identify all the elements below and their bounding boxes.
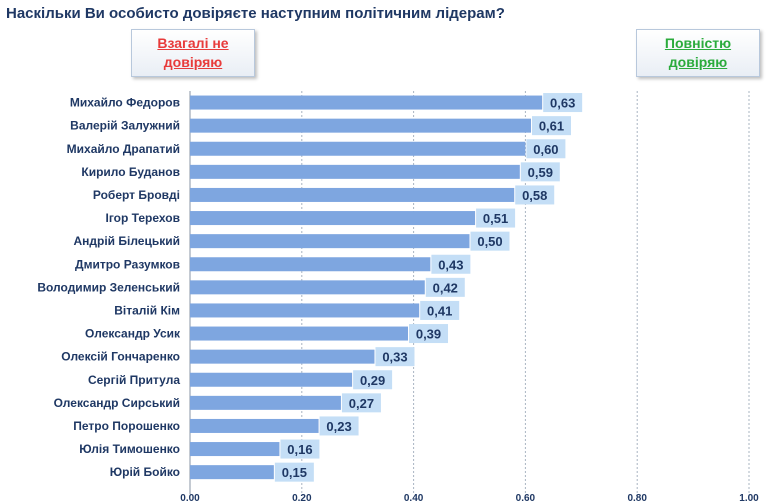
- value-label-bg: [319, 416, 359, 436]
- value-label-bg: [526, 139, 566, 159]
- x-tick-label: 0.40: [404, 493, 424, 503]
- bar: [190, 372, 353, 387]
- value-label: 0,39: [416, 327, 441, 342]
- legend-full-trust: Повністю довіряю: [636, 29, 760, 77]
- bar: [190, 211, 476, 226]
- legend-no-trust: Взагалі не довіряю: [131, 29, 255, 77]
- value-label-bg: [520, 162, 560, 182]
- bar: [190, 95, 543, 110]
- x-tick-label: 0.00: [180, 493, 200, 503]
- value-label-bg: [280, 439, 320, 459]
- value-label-bg: [409, 324, 449, 344]
- category-label: Дмитро Разумков: [75, 257, 180, 271]
- value-label-bg: [353, 370, 393, 390]
- category-label: Михайло Драпатий: [67, 142, 180, 156]
- bar: [190, 141, 526, 156]
- value-label: 0,42: [433, 280, 458, 295]
- value-label-bg: [515, 185, 555, 205]
- category-label: Роберт Бровді: [93, 188, 180, 202]
- bar: [190, 164, 520, 179]
- value-label: 0,50: [477, 234, 502, 249]
- category-label: Олексій Гончаренко: [61, 350, 180, 364]
- category-label: Валерій Залужний: [70, 119, 180, 133]
- value-label: 0,27: [349, 396, 374, 411]
- value-label-bg: [543, 93, 583, 113]
- bar: [190, 187, 515, 202]
- legend-full-trust-label: Повністю довіряю: [664, 35, 732, 70]
- value-label-bg: [470, 231, 510, 251]
- value-label: 0,61: [539, 119, 564, 134]
- bar: [190, 280, 425, 295]
- bar: [190, 234, 470, 249]
- value-label-bg: [476, 208, 516, 228]
- bar: [190, 442, 280, 457]
- value-label: 0,23: [326, 419, 351, 434]
- category-label: Олександр Усик: [85, 327, 181, 341]
- x-tick-label: 0.60: [516, 493, 536, 503]
- value-label-bg: [531, 116, 571, 136]
- value-label-bg: [375, 347, 415, 367]
- category-label: Віталій Кім: [114, 303, 180, 317]
- category-label: Кирило Буданов: [81, 165, 180, 179]
- category-label: Олександр Сирський: [54, 396, 180, 410]
- category-label: Андрій Білецький: [73, 234, 180, 248]
- value-label: 0,33: [382, 350, 407, 365]
- x-tick-label: 0.80: [627, 493, 647, 503]
- x-tick-label: 0.20: [292, 493, 312, 503]
- value-label-bg: [425, 277, 465, 297]
- x-tick-label: 1.00: [739, 493, 759, 503]
- bar: [190, 395, 341, 410]
- category-label: Сергій Притула: [88, 373, 180, 387]
- value-label: 0,59: [528, 165, 553, 180]
- bar: [190, 418, 319, 433]
- category-label: Юлія Тимошенко: [79, 442, 180, 456]
- bar: [190, 118, 531, 133]
- value-label-bg: [420, 300, 460, 320]
- value-label: 0,63: [550, 96, 575, 111]
- value-label-bg: [431, 254, 471, 274]
- bar: [190, 326, 409, 341]
- value-label: 0,29: [360, 373, 385, 388]
- value-label: 0,41: [427, 303, 452, 318]
- bar: [190, 303, 420, 318]
- legend-no-trust-label: Взагалі не довіряю: [157, 35, 229, 70]
- bar: [190, 465, 274, 480]
- bar: [190, 257, 431, 272]
- chart-title: Наскільки Ви особисто довіряєте наступни…: [6, 5, 505, 22]
- category-label: Михайло Федоров: [70, 96, 180, 110]
- bar: [190, 349, 375, 364]
- value-label: 0,51: [483, 211, 508, 226]
- value-label: 0,16: [287, 442, 312, 457]
- category-label: Володимир Зеленський: [37, 280, 180, 294]
- category-label: Юрій Бойко: [110, 465, 180, 479]
- category-label: Петро Порошенко: [73, 419, 180, 433]
- category-label: Ігор Терехов: [105, 211, 180, 225]
- value-label: 0,60: [533, 142, 558, 157]
- value-label: 0,15: [282, 465, 307, 480]
- value-label: 0,43: [438, 257, 463, 272]
- value-label-bg: [341, 393, 381, 413]
- value-label-bg: [274, 462, 314, 482]
- value-label: 0,58: [522, 188, 547, 203]
